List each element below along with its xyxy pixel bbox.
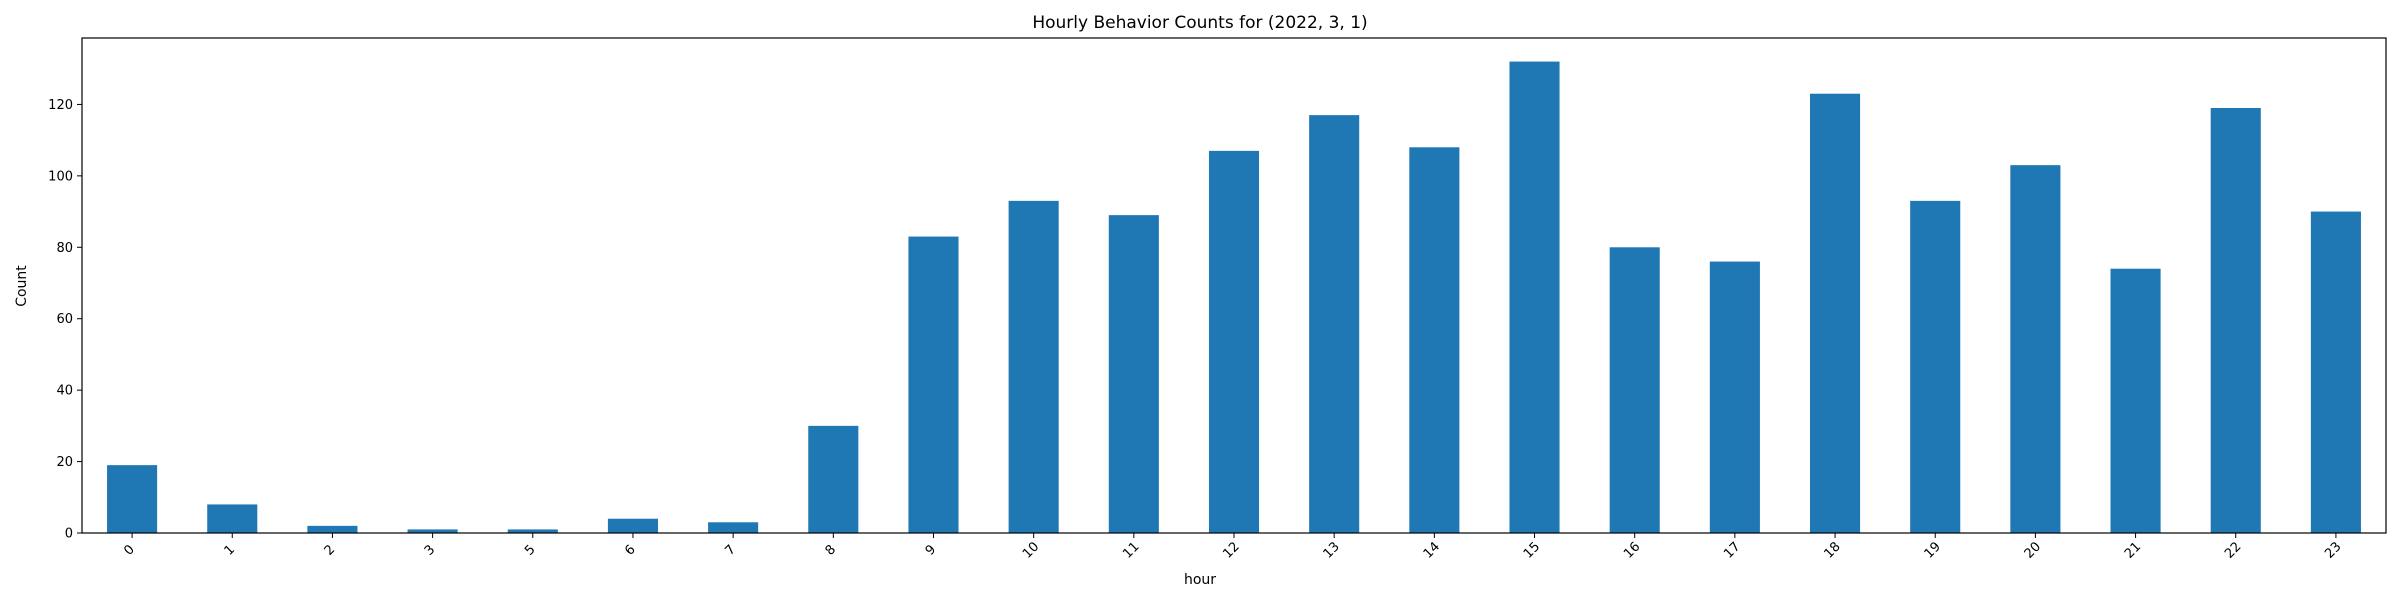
bar-hour-14 [1409, 147, 1460, 534]
y-axis-label: Count [14, 265, 30, 307]
y-tick-label: 80 [56, 241, 73, 256]
x-tick-label: 11 [1120, 539, 1142, 561]
x-tick-label: 13 [1321, 539, 1343, 561]
x-tick-label: 14 [1421, 539, 1443, 561]
x-tick-label: 3 [422, 542, 438, 558]
bar-hour-1 [207, 504, 258, 533]
x-tick-label: 21 [2122, 539, 2144, 561]
x-tick-label: 2 [322, 542, 338, 558]
plot-area-frame [81, 37, 2387, 534]
bar-hour-23 [2310, 211, 2361, 534]
x-tick-label: 1 [222, 542, 238, 558]
y-axis-ticks: 0 20 40 60 80 100 120 [48, 98, 82, 542]
bar-hour-10 [1008, 200, 1059, 533]
bar-hour-20 [2010, 165, 2061, 533]
x-tick-label: 7 [722, 542, 738, 558]
x-tick-label: 18 [1821, 539, 1843, 561]
bar-hour-11 [1108, 215, 1159, 533]
y-tick-label: 120 [48, 98, 73, 113]
bar-hour-16 [1609, 247, 1660, 534]
bar-hour-15 [1509, 61, 1560, 533]
x-tick-label: 9 [923, 542, 939, 558]
x-tick-label: 23 [2322, 539, 2344, 561]
y-tick-label: 20 [56, 455, 73, 470]
bar-hour-12 [1208, 150, 1260, 533]
y-tick-label: 0 [65, 527, 73, 542]
x-tick-label: 15 [1521, 539, 1543, 561]
x-tick-label: 22 [2222, 539, 2244, 561]
x-tick-label: 19 [1922, 539, 1944, 561]
x-tick-label: 5 [522, 542, 538, 558]
bar-hour-18 [1810, 93, 1861, 533]
bar-hour-7 [708, 522, 759, 533]
x-tick-label: 6 [622, 542, 638, 558]
bar-hour-19 [1910, 200, 1961, 533]
x-tick-label: 17 [1721, 539, 1743, 561]
bar-hour-5 [507, 529, 558, 533]
bar-hour-0 [107, 465, 158, 533]
x-axis-label: hour [1184, 572, 1216, 588]
chart-title: Hourly Behavior Counts for (2022, 3, 1) [1032, 13, 1367, 33]
x-tick-label: 20 [2022, 539, 2044, 561]
bar-hour-3 [407, 529, 458, 533]
x-tick-label: 10 [1020, 539, 1042, 561]
bar-hour-2 [307, 525, 358, 533]
bar-hour-22 [2210, 108, 2261, 533]
y-tick-label: 60 [56, 312, 73, 327]
y-tick-label: 40 [56, 384, 73, 399]
bar-hour-9 [908, 236, 959, 534]
bar-hour-17 [1709, 261, 1760, 533]
x-tick-label: 12 [1220, 539, 1242, 561]
x-tick-label: 0 [121, 542, 137, 558]
x-tick-label: 16 [1621, 539, 1643, 561]
bar-hour-13 [1309, 115, 1360, 534]
bar-hour-8 [808, 425, 859, 533]
y-tick-label: 100 [48, 169, 73, 184]
bars-group [107, 61, 2361, 534]
bar-hour-21 [2110, 268, 2161, 533]
bar-hour-6 [607, 518, 658, 533]
x-axis-ticks: 0 1 2 3 5 6 7 8 9 10 11 12 13 14 15 16 17 18 19 20 21 22 23 [121, 533, 2345, 562]
x-tick-label: 8 [823, 542, 839, 558]
